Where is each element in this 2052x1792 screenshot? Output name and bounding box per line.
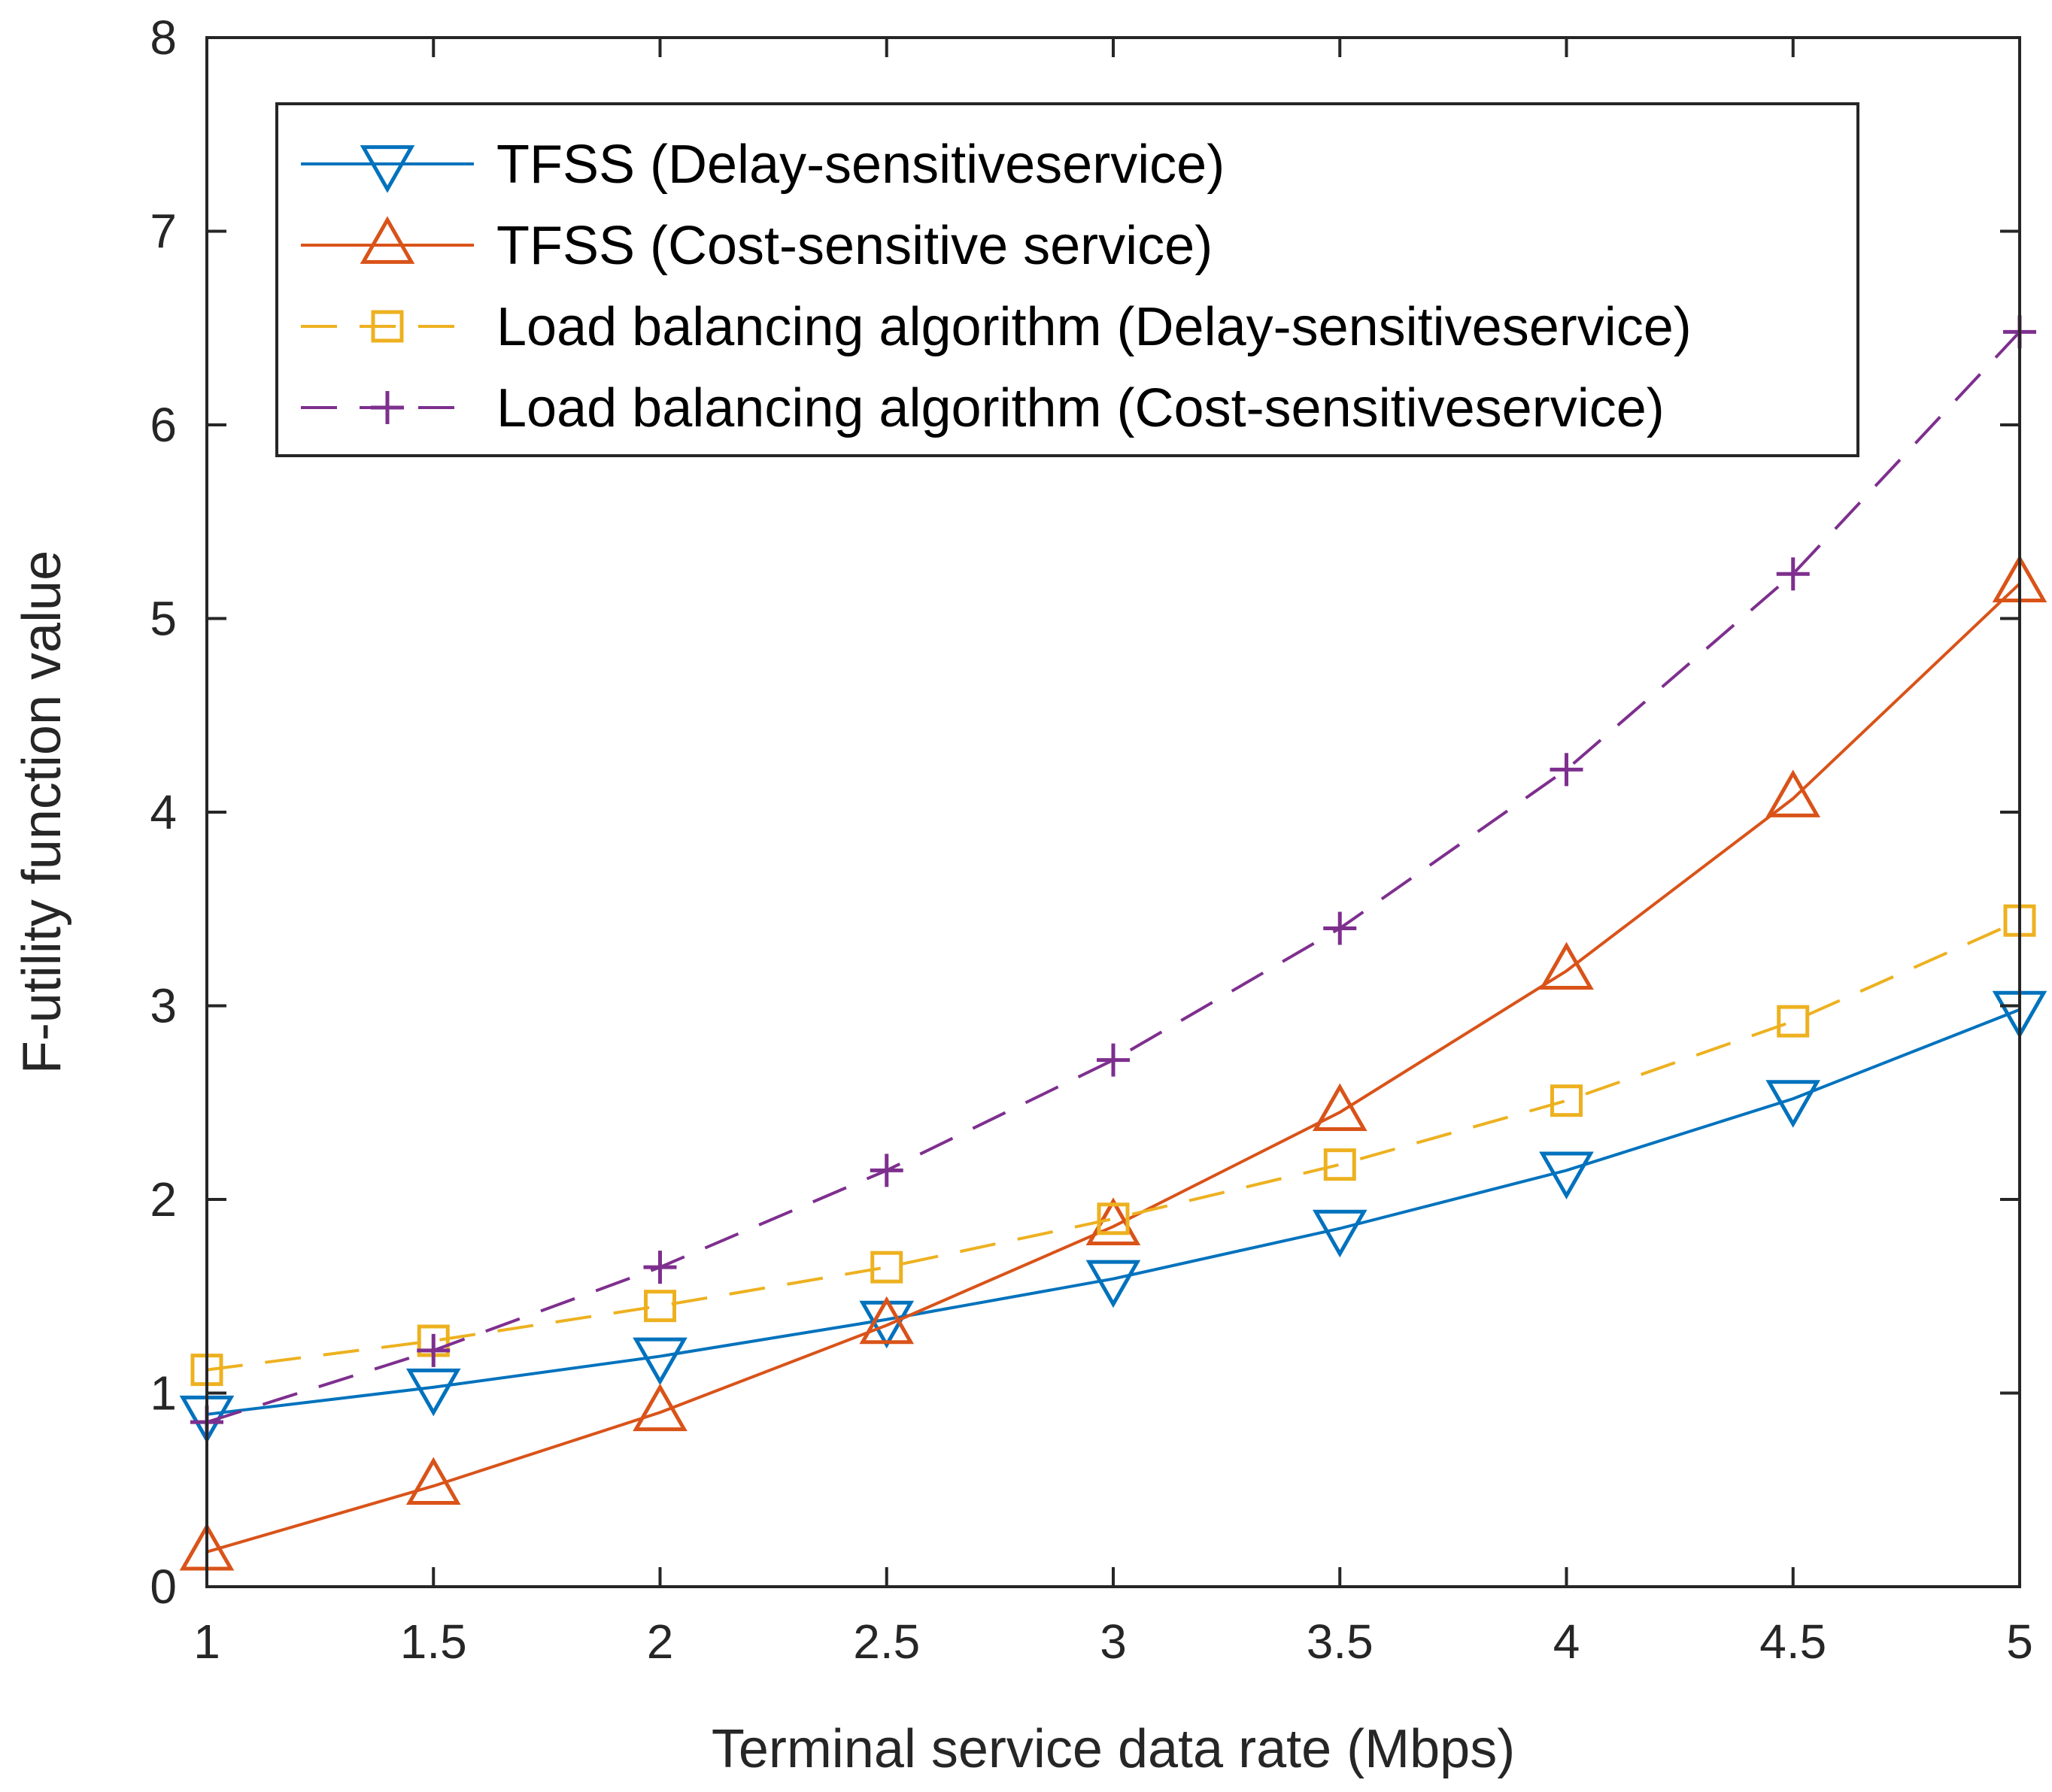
data-point — [1539, 941, 1594, 990]
series-line-1 — [206, 1008, 2020, 1416]
data-point — [644, 1290, 676, 1323]
legend-label: TFSS (Cost-sensitive service) — [496, 216, 1213, 276]
legend-item: Load balancing algorithm (Delay-sensitiv… — [301, 297, 1692, 357]
x-tick-label: 2.5 — [853, 1615, 920, 1669]
y-tick-label: 4 — [150, 785, 177, 839]
x-tick-label: 4 — [1553, 1615, 1580, 1669]
y-tick-label: 1 — [150, 1366, 177, 1421]
x-tick-label: 1 — [193, 1615, 220, 1669]
data-point — [1539, 1151, 1594, 1200]
legend-item: TFSS (Delay-sensitiveservice) — [301, 135, 1225, 195]
y-tick-label: 7 — [150, 205, 177, 259]
data-point — [1550, 753, 1583, 787]
series-3 — [190, 904, 2036, 1387]
data-point — [1776, 557, 1810, 591]
data-point — [870, 1154, 903, 1187]
legend-marker — [360, 145, 415, 193]
y-tick-label: 0 — [150, 1560, 177, 1614]
data-point — [405, 1368, 461, 1417]
data-point — [1323, 911, 1357, 945]
y-tick-label: 8 — [150, 11, 177, 65]
data-point — [1312, 1083, 1367, 1132]
x-tick-label: 4.5 — [1759, 1615, 1826, 1669]
legend-label: Load balancing algorithm (Delay-sensitiv… — [496, 297, 1692, 357]
data-point — [1085, 1260, 1141, 1308]
y-tick-label: 6 — [150, 398, 177, 452]
data-point — [417, 1333, 451, 1367]
data-point — [859, 1296, 915, 1345]
data-point — [1097, 1043, 1130, 1077]
x-tick-label: 3.5 — [1307, 1615, 1374, 1669]
data-point — [1323, 1148, 1356, 1181]
data-point — [870, 1251, 903, 1284]
x-tick-label: 5 — [2006, 1615, 2033, 1669]
x-tick-label: 3 — [1100, 1615, 1127, 1669]
y-tick-label: 5 — [150, 592, 177, 646]
data-point — [405, 1457, 461, 1505]
data-point — [1550, 1084, 1583, 1117]
y-tick-label: 2 — [150, 1172, 177, 1227]
data-point — [1312, 1209, 1367, 1258]
legend-marker — [360, 216, 415, 264]
series-line-4 — [206, 331, 2021, 1424]
legend-label: TFSS (Delay-sensitiveservice) — [496, 135, 1225, 195]
series-line-3 — [206, 919, 2020, 1372]
series-line-2 — [206, 582, 2021, 1554]
x-axis-label: Terminal service data rate (Mbps) — [712, 1719, 1515, 1779]
data-point — [1777, 1005, 1810, 1038]
legend-marker — [371, 310, 404, 343]
legend-label: Load balancing algorithm (Cost-sensitive… — [496, 378, 1665, 438]
y-tick-label: 3 — [150, 979, 177, 1033]
data-point — [633, 1337, 688, 1386]
data-point — [643, 1251, 677, 1284]
y-axis-label: F-utility function value — [12, 550, 72, 1074]
legend-marker — [371, 391, 404, 424]
legend-item: TFSS (Cost-sensitive service) — [301, 216, 1213, 276]
data-point — [1765, 769, 1821, 817]
data-point — [633, 1383, 688, 1432]
legend: TFSS (Delay-sensitiveservice) TFSS (Cost-… — [275, 102, 1859, 457]
data-point — [1097, 1202, 1130, 1236]
legend-item: Load balancing algorithm (Cost-sensitive… — [301, 378, 1665, 438]
legend-box — [275, 102, 1859, 457]
x-tick-label: 1.5 — [400, 1615, 467, 1669]
x-tick-label: 2 — [647, 1615, 674, 1669]
data-point — [1765, 1080, 1821, 1128]
